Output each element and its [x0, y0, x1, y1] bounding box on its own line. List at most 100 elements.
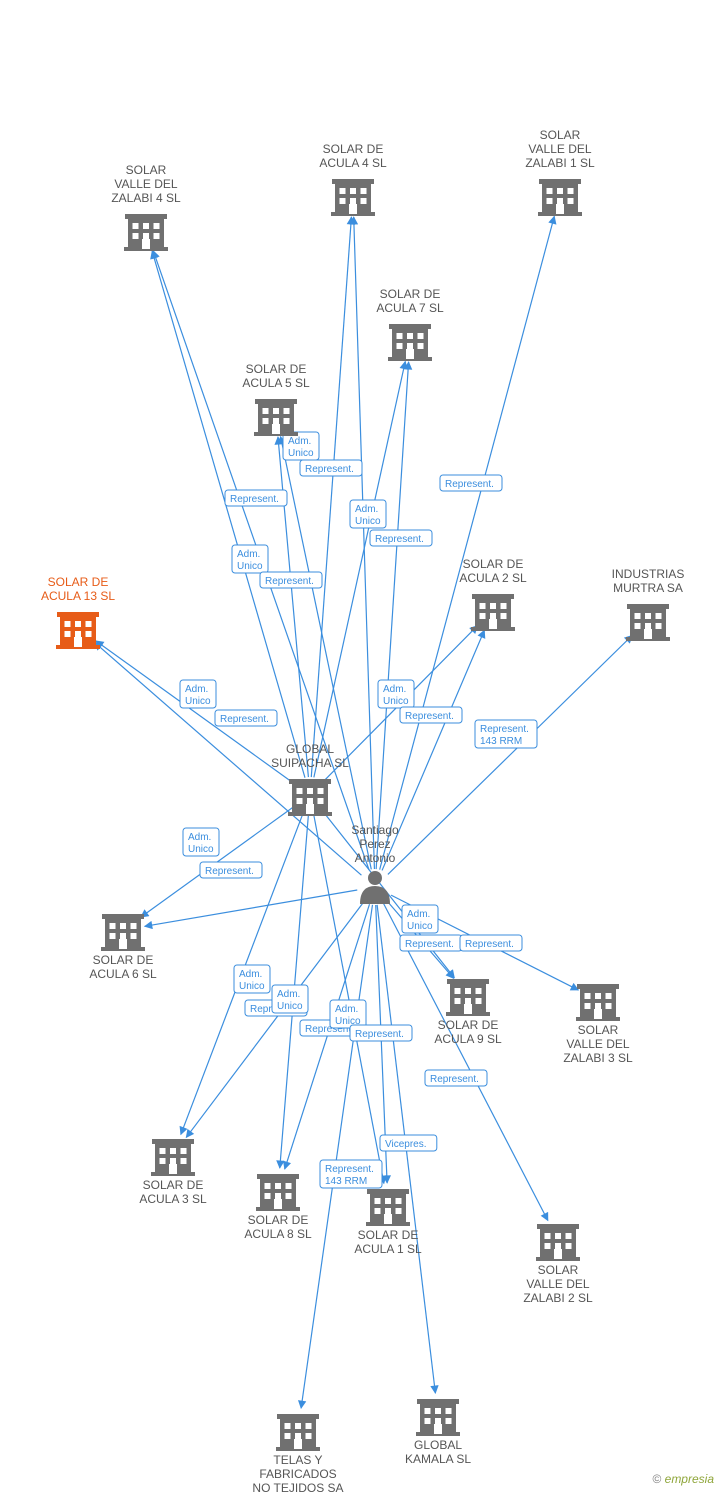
edge-label-text: Vicepres. — [385, 1139, 427, 1150]
edge-label: Represent. — [215, 710, 277, 726]
node-murtra[interactable]: INDUSTRIASMURTRA SA — [612, 567, 685, 641]
edge-label-text: 143 RRM — [325, 1176, 367, 1187]
edge-label: Represent. — [400, 935, 462, 951]
edge-label-text: Represent. — [325, 1164, 374, 1175]
node-santiago[interactable]: SantiagoPerezAntonio — [351, 823, 399, 904]
edge-label-text: Adm. — [188, 832, 211, 843]
edge-label-text: 143 RRM — [480, 736, 522, 747]
node-label: SOLAR DE — [438, 1018, 499, 1032]
edge-label-text: Unico — [277, 1001, 303, 1012]
node-acula7[interactable]: SOLAR DEACULA 7 SL — [376, 287, 444, 361]
edge-label: Adm.Unico — [234, 965, 270, 993]
node-label: SOLAR DE — [323, 142, 384, 156]
node-acula4[interactable]: SOLAR DEACULA 4 SL — [319, 142, 387, 216]
edge-label: Represent. — [350, 1025, 412, 1041]
edge-santiago-to-acula7 — [376, 362, 408, 869]
edge-label-text: Represent. — [375, 534, 424, 545]
node-label: GLOBAL — [414, 1438, 462, 1452]
edge-label-text: Unico — [188, 844, 214, 855]
footer-branding: © empresia — [652, 1472, 714, 1486]
node-label: SOLAR DE — [143, 1178, 204, 1192]
edge-label-text: Unico — [383, 696, 409, 707]
edge-label-text: Represent. — [445, 479, 494, 490]
edge-label: Adm.Unico — [402, 905, 438, 933]
node-label: Antonio — [355, 851, 396, 865]
node-label: SOLAR DE — [358, 1228, 419, 1242]
edge-label-text: Adm. — [355, 504, 378, 515]
edge-label-text: Represent. — [480, 724, 529, 735]
edge-label: Adm.Unico — [350, 500, 386, 528]
brand-name: empresia — [665, 1472, 714, 1486]
node-acula5[interactable]: SOLAR DEACULA 5 SL — [242, 362, 310, 436]
node-label: ACULA 1 SL — [354, 1242, 422, 1256]
edge-suipacha-to-acula1 — [313, 813, 384, 1184]
node-label: SOLAR DE — [246, 362, 307, 376]
node-label: FABRICADOS — [259, 1467, 336, 1481]
node-zalabi4[interactable]: SOLARVALLE DELZALABI 4 SL — [111, 163, 181, 251]
edge-label: Adm.Unico — [180, 680, 216, 708]
edge-label: Represent. — [200, 862, 262, 878]
node-zalabi2[interactable]: SOLARVALLE DELZALABI 2 SL — [523, 1224, 593, 1305]
edge-label: Represent. — [460, 935, 522, 951]
edge-label-text: Unico — [407, 921, 433, 932]
node-label: INDUSTRIAS — [612, 567, 685, 581]
node-acula13[interactable]: SOLAR DEACULA 13 SL — [41, 575, 115, 649]
edge-label: Represent. — [440, 475, 502, 491]
node-label: ZALABI 1 SL — [525, 156, 595, 170]
node-label: ACULA 4 SL — [319, 156, 387, 170]
node-label: SOLAR DE — [380, 287, 441, 301]
edge-label-text: Unico — [239, 981, 265, 992]
node-zalabi3[interactable]: SOLARVALLE DELZALABI 3 SL — [563, 984, 633, 1065]
node-telas[interactable]: TELAS YFABRICADOSNO TEJIDOS SA — [252, 1414, 343, 1495]
nodes-layer: GLOBAL SUIPACHA SL SantiagoPerezAntonio SOL… — [41, 128, 684, 1495]
edge-label: Vicepres. — [380, 1135, 437, 1151]
edge-label: Represent.143 RRM — [320, 1160, 382, 1188]
edge-santiago-to-murtra — [388, 635, 632, 874]
edge-label-text: Unico — [185, 696, 211, 707]
edge-label-text: Represent. — [205, 866, 254, 877]
node-acula9[interactable]: SOLAR DEACULA 9 SL — [434, 979, 502, 1046]
node-label: ACULA 5 SL — [242, 376, 310, 390]
edge-santiago-to-telas — [301, 905, 372, 1408]
edge-label: Represent.143 RRM — [475, 720, 537, 748]
node-acula2[interactable]: SOLAR DEACULA 2 SL — [459, 557, 527, 631]
edge-label: Represent. — [300, 460, 362, 476]
edge-suipacha-to-zalabi4 — [152, 251, 305, 778]
edge-label-text: Unico — [288, 448, 314, 459]
node-acula8[interactable]: SOLAR DEACULA 8 SL — [244, 1174, 312, 1241]
node-label: ACULA 13 SL — [41, 589, 115, 603]
node-kamala[interactable]: GLOBALKAMALA SL — [405, 1399, 471, 1466]
node-label: ZALABI 3 SL — [563, 1051, 633, 1065]
copyright-symbol: © — [652, 1472, 661, 1486]
edge-label: Adm.Unico — [283, 432, 319, 460]
node-zalabi1[interactable]: SOLARVALLE DELZALABI 1 SL — [525, 128, 595, 216]
node-label: ACULA 6 SL — [89, 967, 157, 981]
node-label: ACULA 9 SL — [434, 1032, 502, 1046]
edge-label-text: Represent. — [220, 714, 269, 725]
node-label: SOLAR — [538, 1263, 579, 1277]
node-label: VALLE DEL — [566, 1037, 629, 1051]
node-label: ACULA 3 SL — [139, 1192, 207, 1206]
node-acula3[interactable]: SOLAR DEACULA 3 SL — [139, 1139, 207, 1206]
edge-label: Adm.Unico — [232, 545, 268, 573]
edge-label-text: Represent. — [265, 576, 314, 587]
node-acula6[interactable]: SOLAR DEACULA 6 SL — [89, 914, 157, 981]
edge-label: Represent. — [225, 490, 287, 506]
edge-santiago-to-acula6 — [145, 890, 358, 926]
node-label: SOLAR DE — [248, 1213, 309, 1227]
node-label: NO TEJIDOS SA — [252, 1481, 343, 1495]
node-label: VALLE DEL — [114, 177, 177, 191]
edge-label-text: Adm. — [239, 969, 262, 980]
node-label: SOLAR — [126, 163, 167, 177]
node-label: SUIPACHA SL — [271, 756, 349, 770]
node-label: TELAS Y — [273, 1453, 322, 1467]
node-label: ACULA 8 SL — [244, 1227, 312, 1241]
node-label: MURTRA SA — [613, 581, 683, 595]
node-label: SOLAR DE — [48, 575, 109, 589]
edge-label: Represent. — [370, 530, 432, 546]
edge-label-text: Represent. — [230, 494, 279, 505]
node-label: ZALABI 2 SL — [523, 1291, 593, 1305]
node-label: SOLAR DE — [93, 953, 154, 967]
edge-label-text: Represent. — [355, 1029, 404, 1040]
edge-label: Adm.Unico — [183, 828, 219, 856]
